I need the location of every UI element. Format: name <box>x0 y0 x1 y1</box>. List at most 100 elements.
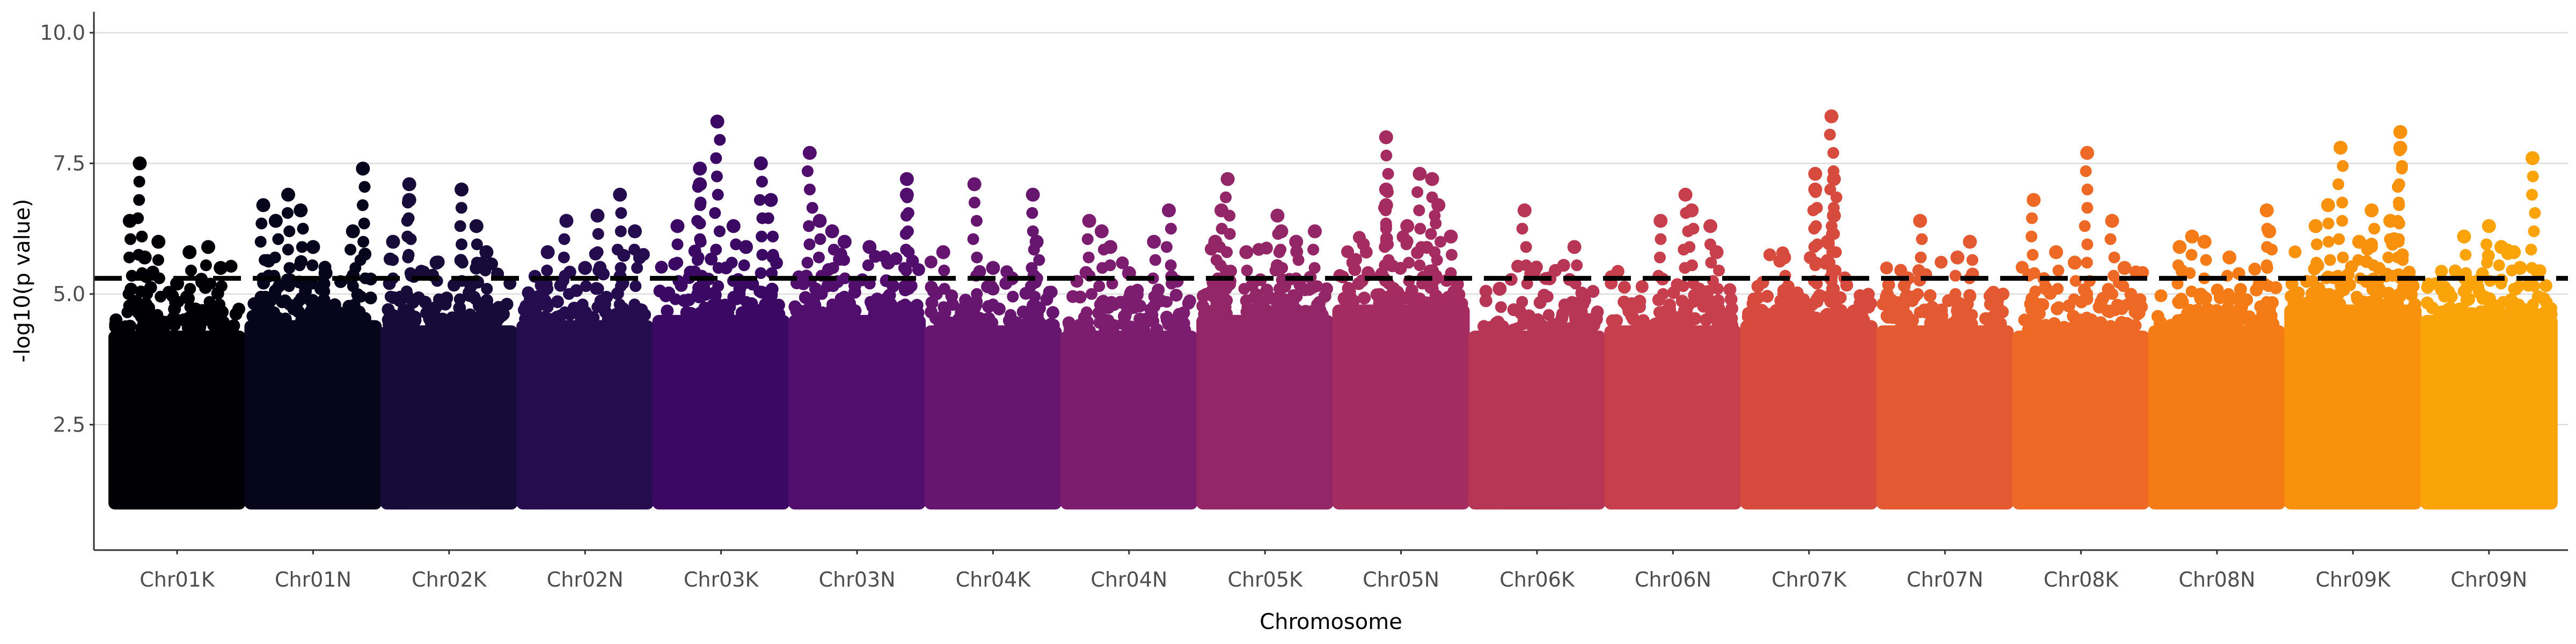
snp-point <box>1084 325 1096 336</box>
snp-point <box>357 236 369 248</box>
snp-point <box>1916 233 1928 245</box>
snp-point <box>1951 306 1964 318</box>
snp-point <box>2068 293 2080 305</box>
peak-point <box>2308 219 2323 233</box>
snp-point <box>925 281 938 294</box>
chromosome-Chr01K <box>108 156 246 510</box>
snp-point <box>1380 236 1392 248</box>
snp-point <box>2393 178 2405 191</box>
peak-point <box>2049 245 2063 259</box>
snp-point <box>576 298 589 311</box>
chromosome-Chr01N <box>244 162 382 510</box>
chromosome-Chr05N <box>1332 130 1470 510</box>
snp-point <box>1007 290 1019 303</box>
snp-point <box>2457 304 2469 316</box>
snp-point <box>2387 269 2398 282</box>
snp-point <box>563 288 575 300</box>
peak-point <box>346 224 360 238</box>
snp-point <box>1311 298 1323 311</box>
snp-point <box>1914 306 1926 318</box>
x-tick-label: Chr08K <box>2044 568 2119 591</box>
snp-point <box>1252 243 1265 256</box>
snp-point <box>2124 288 2138 301</box>
peak-point <box>1147 235 1161 249</box>
snp-point <box>1541 290 1554 303</box>
peak-point <box>1827 172 1841 186</box>
snp-point <box>1949 269 1962 282</box>
snp-point <box>767 230 779 243</box>
snp-point <box>1520 259 1532 272</box>
snp-point <box>125 233 136 245</box>
peak-point <box>899 187 914 202</box>
point-cloud <box>652 314 790 510</box>
snp-point <box>133 248 145 261</box>
snp-point <box>1635 280 1649 293</box>
snp-point <box>898 280 910 292</box>
x-tick-label: Chr02K <box>412 568 487 591</box>
snp-point <box>1949 288 1962 300</box>
snp-point <box>1238 283 1250 295</box>
snp-point <box>2435 283 2448 296</box>
peak-point <box>469 219 484 233</box>
peak-point <box>628 224 642 238</box>
peak-point <box>1824 109 1839 123</box>
snp-point <box>694 306 707 318</box>
snp-point <box>1704 311 1716 324</box>
x-tick-label: Chr09K <box>2316 568 2391 591</box>
snp-point <box>1799 301 1813 314</box>
snp-point <box>1996 287 2010 301</box>
x-tick-label: Chr04N <box>1091 568 1167 591</box>
snp-point <box>1382 167 1394 180</box>
snp-point <box>710 244 722 256</box>
snp-point <box>2264 317 2276 329</box>
snp-point <box>214 298 226 311</box>
snp-point <box>272 233 284 245</box>
peak-point <box>1827 208 1841 223</box>
peak-point <box>151 235 166 249</box>
snp-point <box>671 257 684 269</box>
snp-point <box>1029 290 1041 303</box>
snp-point <box>803 238 816 251</box>
snp-point <box>318 286 331 297</box>
snp-point <box>614 262 627 274</box>
snp-point <box>296 241 308 253</box>
snp-point <box>2172 296 2184 308</box>
peak-point <box>1308 224 1322 238</box>
snp-point <box>1915 251 1927 264</box>
peak-point <box>967 177 982 192</box>
peak-point <box>1963 235 1977 249</box>
snp-point <box>2185 248 2198 261</box>
snp-point <box>1196 289 1210 303</box>
snp-point <box>762 212 774 224</box>
snp-point <box>1125 286 1137 297</box>
snp-point <box>803 184 816 196</box>
peak-point <box>1492 282 1507 296</box>
snp-point <box>1026 262 1038 274</box>
snp-point <box>200 314 212 326</box>
snp-point <box>2285 290 2298 303</box>
snp-point <box>2234 283 2247 296</box>
peak-point <box>2105 214 2119 228</box>
snp-point <box>767 248 779 261</box>
snp-point <box>1133 299 1147 313</box>
peak-point <box>2197 235 2212 249</box>
snp-point <box>2473 286 2486 299</box>
snp-point <box>2426 301 2439 314</box>
snp-point <box>387 254 399 266</box>
snp-point <box>2336 215 2348 227</box>
snp-point <box>345 313 358 326</box>
snp-point <box>469 311 481 324</box>
snp-point <box>479 319 491 332</box>
snp-point <box>136 304 149 316</box>
snp-point <box>2391 251 2404 264</box>
snp-point <box>1479 294 1492 308</box>
snp-point <box>122 288 135 300</box>
snp-point <box>1654 251 1666 264</box>
snp-point <box>2265 298 2277 311</box>
snp-point <box>753 286 765 297</box>
snp-point <box>1169 289 1183 302</box>
peak-point <box>899 172 914 186</box>
snp-point <box>2333 233 2345 245</box>
snp-point <box>1571 259 1583 272</box>
